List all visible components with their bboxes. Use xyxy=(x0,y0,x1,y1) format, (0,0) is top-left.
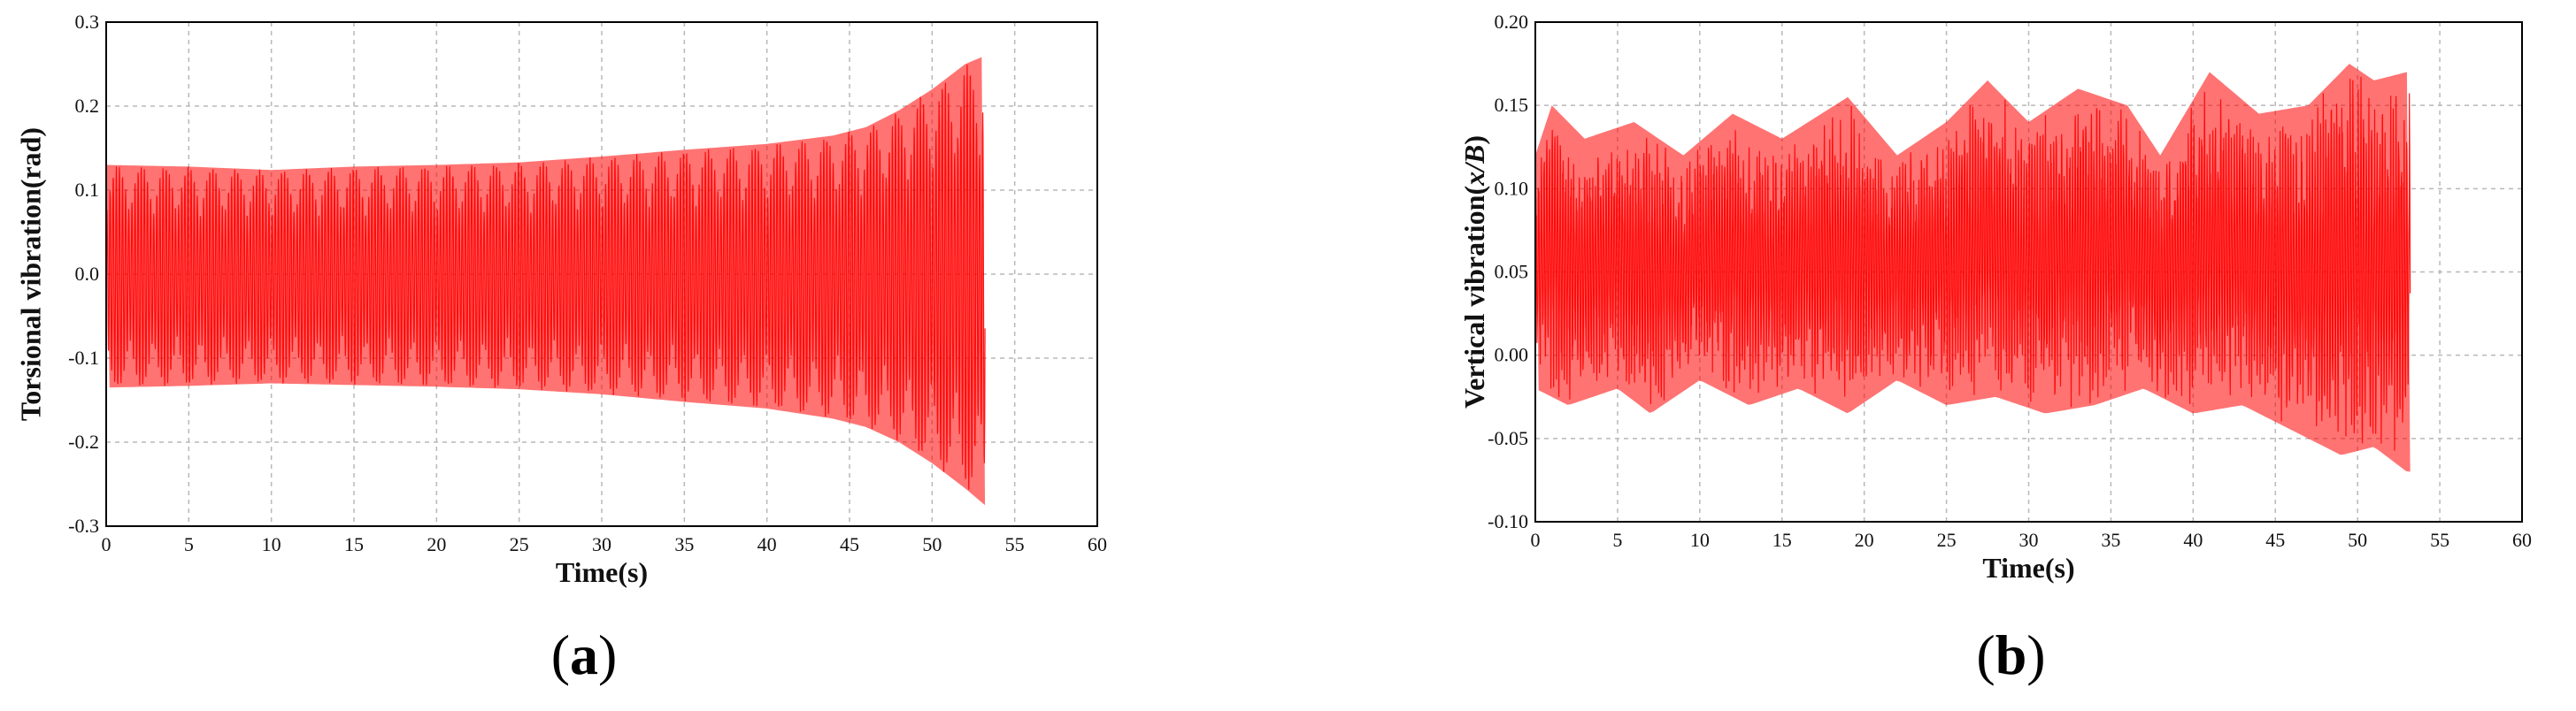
y-tick-label: 0.00 xyxy=(1495,344,1529,366)
x-tick-label: 0 xyxy=(1531,529,1541,551)
x-tick-label: 20 xyxy=(427,533,446,555)
chart-a-series xyxy=(105,57,986,506)
y-tick-label: 0.1 xyxy=(75,179,100,201)
chart-b-panel-label: (b) xyxy=(1976,623,2045,686)
x-tick-label: 55 xyxy=(1005,533,1025,555)
chart-a-ylabel: Torsional vibration(rad) xyxy=(14,127,46,421)
y-tick-label: 0.2 xyxy=(75,95,100,117)
x-tick-label: 5 xyxy=(184,533,194,555)
chart-b-ylabel: Vertical vibration(x/B) xyxy=(1458,135,1490,409)
x-tick-label: 30 xyxy=(592,533,611,555)
x-tick-label: 40 xyxy=(2183,529,2203,551)
series-line xyxy=(1534,76,2411,451)
chart-a: 0.3 0.2 0.1 0.0 -0.1 -0.2 -0.3 0 5 10 15 20 25 30 35 4… xyxy=(14,11,1108,686)
chart-a-frame xyxy=(105,21,1098,527)
x-tick-label: 5 xyxy=(1612,529,1622,551)
y-tick-label: 0.15 xyxy=(1495,94,1529,116)
x-tick-label: 15 xyxy=(344,533,364,555)
x-tick-label: 50 xyxy=(922,533,942,555)
x-tick-label: 20 xyxy=(1855,529,1874,551)
y-tick-label: 0.05 xyxy=(1495,261,1529,283)
chart-b: 0.20 0.15 0.10 0.05 0.00 -0.05 -0.10 0 5 10 15 20 2… xyxy=(1458,11,2533,686)
x-tick-label: 35 xyxy=(674,533,694,555)
x-tick-label: 10 xyxy=(262,533,281,555)
x-tick-label: 55 xyxy=(2430,529,2449,551)
chart-a-xticks: 0 5 10 15 20 25 30 35 40 45 50 55 60 xyxy=(102,533,1108,555)
x-tick-label: 0 xyxy=(102,533,111,555)
y-tick-label: -0.05 xyxy=(1488,427,1528,449)
x-tick-label: 25 xyxy=(1937,529,1957,551)
x-tick-label: 35 xyxy=(2101,529,2120,551)
x-tick-label: 45 xyxy=(2265,529,2285,551)
x-tick-label: 40 xyxy=(757,533,777,555)
x-tick-label: 30 xyxy=(2019,529,2039,551)
chart-b-ylabel-prefix: Vertical vibration( xyxy=(1458,186,1490,409)
x-tick-label: 60 xyxy=(2512,529,2532,551)
x-tick-label: 25 xyxy=(510,533,529,555)
y-tick-label: -0.3 xyxy=(68,515,99,537)
chart-a-xlabel: Time(s) xyxy=(556,556,648,588)
chart-a-panel-label: (a) xyxy=(551,623,618,686)
y-tick-label: 0.3 xyxy=(75,11,100,33)
chart-b-xticks: 0 5 10 15 20 25 30 35 40 45 50 55 60 xyxy=(1531,529,2533,551)
chart-b-xlabel: Time(s) xyxy=(1982,552,2074,584)
chart-a-yticks: 0.3 0.2 0.1 0.0 -0.1 -0.2 -0.3 xyxy=(68,11,99,537)
chart-b-yticks: 0.20 0.15 0.10 0.05 0.00 -0.05 -0.10 xyxy=(1488,11,1528,532)
x-tick-label: 50 xyxy=(2348,529,2367,551)
x-tick-label: 15 xyxy=(1772,529,1792,551)
y-tick-label: 0.10 xyxy=(1495,177,1529,199)
series-line xyxy=(105,65,986,490)
y-tick-label: -0.1 xyxy=(68,347,99,369)
chart-b-series xyxy=(1534,64,2411,472)
y-tick-label: 0.0 xyxy=(75,263,100,285)
x-tick-label: 60 xyxy=(1088,533,1107,555)
y-tick-label: -0.10 xyxy=(1488,510,1528,532)
chart-b-ylabel-suffix: ) xyxy=(1458,135,1490,145)
y-tick-label: 0.20 xyxy=(1495,11,1529,33)
x-tick-label: 45 xyxy=(840,533,859,555)
y-tick-label: -0.2 xyxy=(68,431,99,453)
x-tick-label: 10 xyxy=(1690,529,1710,551)
chart-b-frame xyxy=(1534,21,2523,523)
chart-b-ylabel-italic: x/B xyxy=(1458,145,1490,187)
